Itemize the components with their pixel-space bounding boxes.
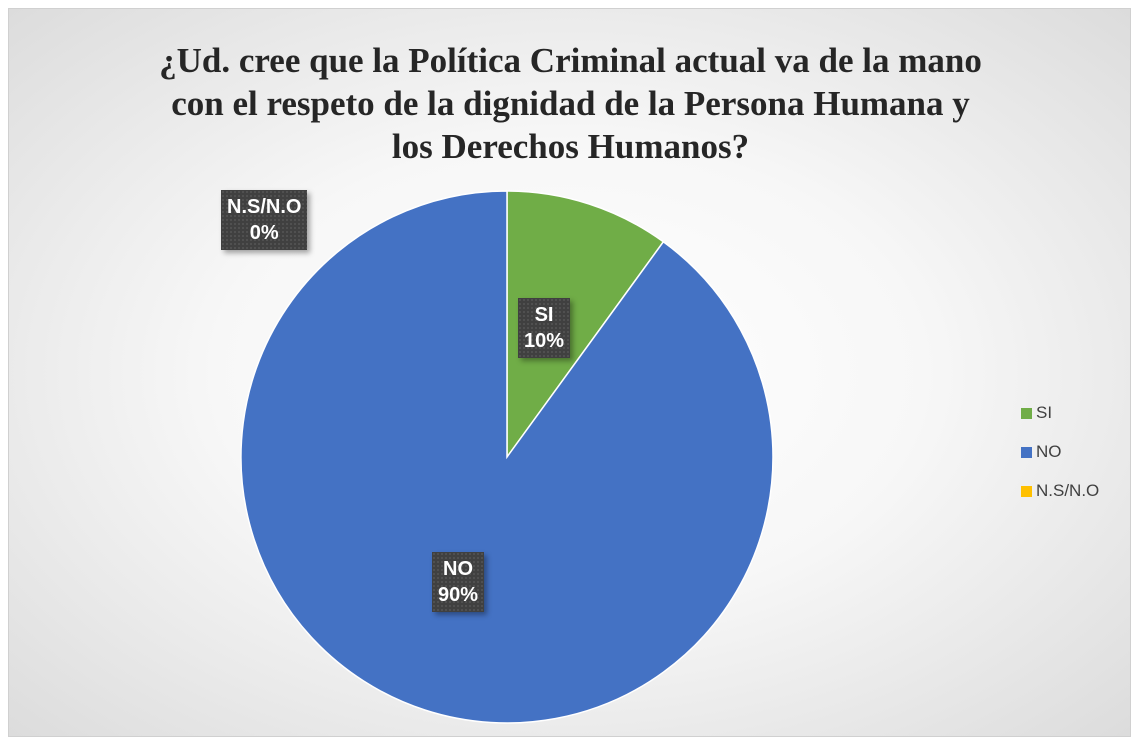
pie-slice-no xyxy=(240,190,774,724)
pie-chart xyxy=(240,190,774,724)
chart-title: ¿Ud. cree que la Política Criminal actua… xyxy=(69,39,1072,168)
chart-frame: ¿Ud. cree que la Política Criminal actua… xyxy=(8,8,1131,737)
data-label-nsno-value: 0% xyxy=(249,222,279,244)
data-label-si: SI 10% xyxy=(518,298,571,358)
legend-item-si: SI xyxy=(1021,403,1099,423)
data-label-no-category: NO xyxy=(443,558,474,580)
data-label-no: NO 90% xyxy=(432,552,485,612)
legend-swatch-si xyxy=(1021,407,1032,419)
data-label-no-value: 90% xyxy=(438,584,479,606)
data-label-nsno: N.S/N.O 0% xyxy=(221,190,308,250)
legend-swatch-nsno xyxy=(1021,485,1032,497)
chart-title-line-3: los Derechos Humanos? xyxy=(391,127,750,166)
chart-title-line-2: con el respeto de la dignidad de la Pers… xyxy=(171,84,970,123)
data-label-si-category: SI xyxy=(534,304,554,326)
legend: SI NO N.S/N.O xyxy=(1021,403,1099,520)
data-label-nsno-category: N.S/N.O xyxy=(227,196,302,218)
legend-label-nsno: N.S/N.O xyxy=(1036,481,1100,500)
pie-slice-si xyxy=(506,190,665,460)
data-label-si-value: 10% xyxy=(524,330,565,352)
chart-title-line-1: ¿Ud. cree que la Política Criminal actua… xyxy=(159,41,982,80)
legend-item-no: NO xyxy=(1021,442,1099,462)
legend-label-si: SI xyxy=(1036,403,1053,422)
legend-label-no: NO xyxy=(1036,442,1062,461)
legend-swatch-no xyxy=(1021,446,1032,458)
legend-item-nsno: N.S/N.O xyxy=(1021,481,1099,501)
